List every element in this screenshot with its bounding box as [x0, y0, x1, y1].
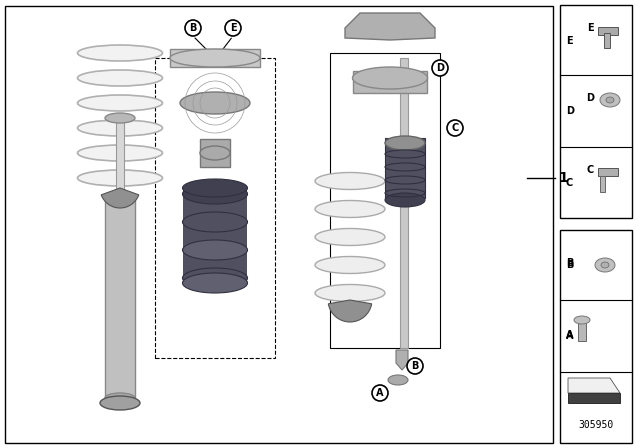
Ellipse shape — [77, 145, 163, 161]
Bar — [353, 71, 427, 93]
Bar — [105, 198, 135, 398]
Text: B: B — [189, 23, 196, 33]
Polygon shape — [396, 350, 408, 370]
Text: 305950: 305950 — [579, 420, 614, 430]
Bar — [598, 168, 618, 176]
Circle shape — [432, 60, 448, 76]
Text: E: E — [566, 36, 573, 46]
Bar — [170, 49, 260, 67]
Bar — [598, 27, 618, 35]
Ellipse shape — [388, 375, 408, 385]
Polygon shape — [568, 393, 620, 403]
Text: B: B — [566, 258, 573, 268]
Bar — [155, 58, 275, 358]
Ellipse shape — [315, 172, 385, 190]
Ellipse shape — [606, 97, 614, 103]
Text: B: B — [566, 260, 573, 270]
Polygon shape — [345, 13, 435, 40]
Text: B: B — [412, 361, 419, 371]
Ellipse shape — [182, 268, 248, 288]
Ellipse shape — [77, 95, 163, 111]
Text: E: E — [587, 23, 593, 33]
Text: C: C — [451, 123, 459, 133]
Bar — [600, 176, 605, 192]
Text: C: C — [586, 165, 594, 175]
Bar — [385, 138, 425, 198]
Ellipse shape — [182, 179, 248, 197]
Bar — [400, 58, 408, 348]
Ellipse shape — [182, 212, 248, 232]
Ellipse shape — [353, 67, 428, 89]
Circle shape — [407, 358, 423, 374]
Bar — [200, 139, 230, 167]
Text: D: D — [436, 63, 444, 73]
Wedge shape — [101, 188, 139, 208]
Text: D: D — [586, 93, 594, 103]
Polygon shape — [568, 378, 620, 393]
Ellipse shape — [170, 49, 260, 67]
Ellipse shape — [77, 45, 163, 61]
Text: 1: 1 — [558, 171, 568, 185]
Text: A: A — [566, 331, 573, 341]
Bar — [183, 188, 247, 283]
Bar — [578, 319, 586, 341]
Ellipse shape — [180, 92, 250, 114]
Ellipse shape — [315, 257, 385, 273]
Circle shape — [447, 120, 463, 136]
Ellipse shape — [77, 70, 163, 86]
Ellipse shape — [385, 136, 425, 150]
Text: E: E — [230, 23, 236, 33]
Ellipse shape — [315, 284, 385, 302]
Ellipse shape — [105, 113, 135, 123]
Text: A: A — [566, 330, 573, 340]
Ellipse shape — [77, 170, 163, 186]
Ellipse shape — [600, 93, 620, 107]
Ellipse shape — [595, 258, 615, 272]
Ellipse shape — [182, 273, 248, 293]
Bar — [116, 118, 124, 198]
Ellipse shape — [77, 120, 163, 136]
Ellipse shape — [601, 262, 609, 268]
Ellipse shape — [385, 193, 425, 207]
Text: C: C — [566, 178, 573, 188]
Circle shape — [225, 20, 241, 36]
Circle shape — [185, 20, 201, 36]
Ellipse shape — [182, 240, 248, 260]
Text: A: A — [376, 388, 384, 398]
Ellipse shape — [105, 393, 135, 403]
Bar — [560, 230, 632, 443]
Bar — [330, 53, 440, 348]
Ellipse shape — [100, 396, 140, 410]
Bar — [5, 6, 553, 443]
Ellipse shape — [315, 201, 385, 217]
Text: D: D — [566, 106, 574, 116]
Wedge shape — [328, 300, 372, 322]
Ellipse shape — [200, 146, 230, 160]
Ellipse shape — [315, 228, 385, 246]
Bar — [604, 33, 610, 48]
Circle shape — [372, 385, 388, 401]
Bar — [560, 5, 632, 218]
Ellipse shape — [574, 316, 590, 324]
Ellipse shape — [182, 184, 248, 204]
